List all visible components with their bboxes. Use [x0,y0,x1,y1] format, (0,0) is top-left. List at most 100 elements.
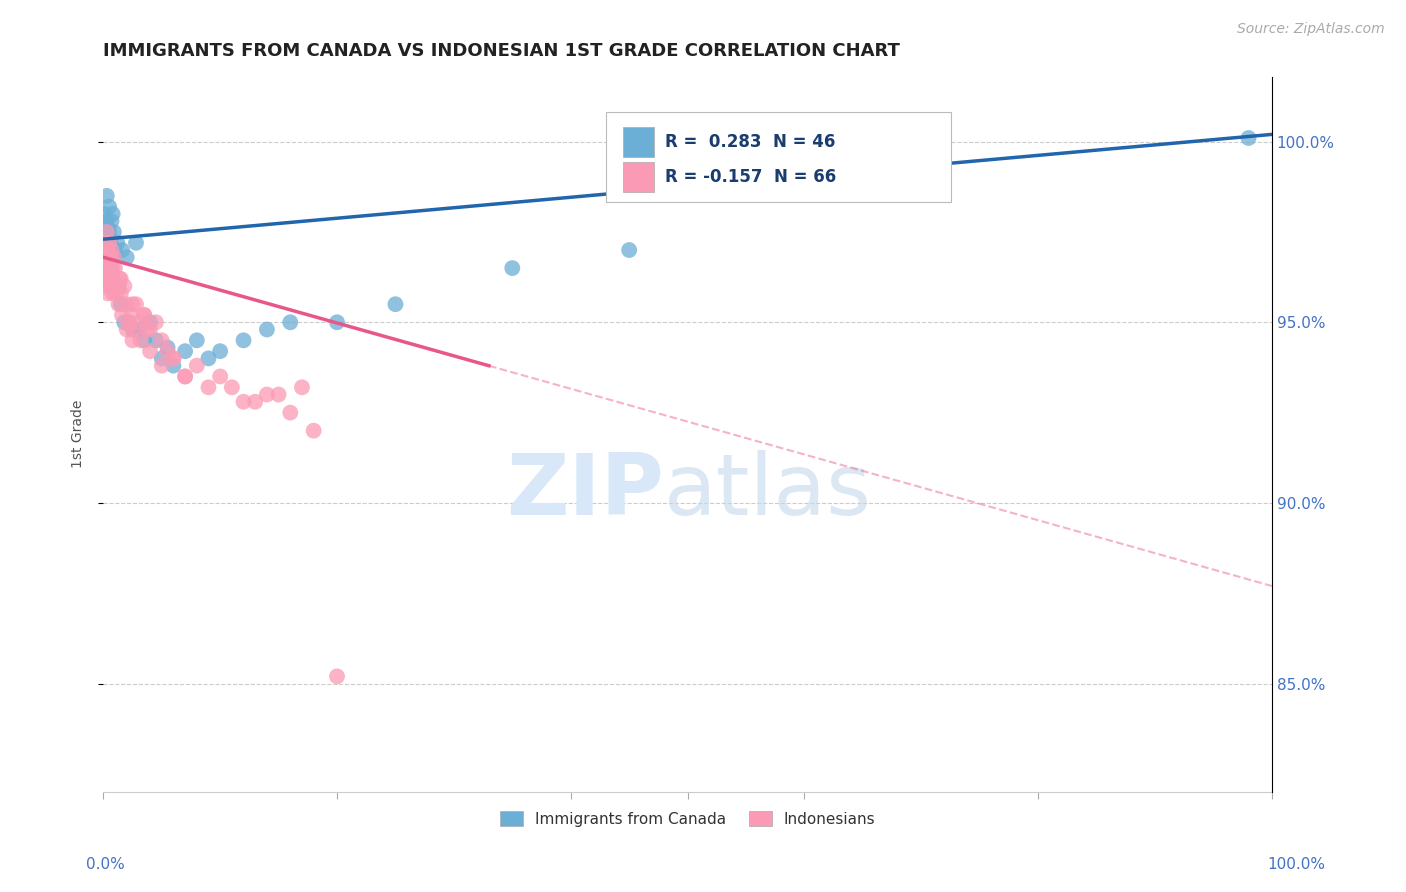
Point [197,380,219,394]
Point [186,359,208,373]
Point [96,214,118,228]
Point [221,380,243,394]
Point [267,387,290,401]
Point [186,334,208,348]
Point [134,334,156,348]
Point [125,297,148,311]
Point [1237,131,1260,145]
Text: 0.0%: 0.0% [86,857,125,872]
Point [98,261,121,276]
Point [98,235,121,250]
Text: R = -0.157  N = 66: R = -0.157 N = 66 [665,169,837,186]
Text: ZIP: ZIP [506,450,664,533]
Point [94,279,117,293]
Point [115,250,138,264]
FancyBboxPatch shape [623,162,654,193]
Point [110,272,132,286]
Point [98,225,121,239]
Point [93,250,115,264]
Point [150,359,173,373]
Point [134,308,156,322]
Point [617,243,640,257]
Point [94,235,117,250]
Point [112,279,135,293]
Point [120,308,142,322]
Point [139,344,162,359]
Point [118,315,141,329]
Point [139,322,162,336]
Point [111,308,134,322]
Point [103,250,125,264]
Legend: Immigrants from Canada, Indonesians: Immigrants from Canada, Indonesians [492,803,883,834]
Point [108,272,131,286]
Point [278,406,301,420]
Point [96,272,118,286]
Point [209,344,232,359]
Point [209,369,232,384]
Point [139,315,162,329]
Point [97,261,120,276]
Point [97,243,120,257]
Point [174,369,197,384]
Text: R =  0.283  N = 46: R = 0.283 N = 46 [665,133,835,151]
Point [256,322,278,336]
Point [98,200,121,214]
Point [93,207,115,221]
Point [105,286,128,301]
Point [104,279,127,293]
Point [278,315,301,329]
Point [107,279,129,293]
Point [104,243,127,257]
Point [145,315,167,329]
Point [232,394,254,409]
Point [245,394,267,409]
Point [121,322,143,336]
Point [125,235,148,250]
Point [156,344,179,359]
Point [101,207,124,221]
Point [127,322,149,336]
Point [97,243,120,257]
Point [93,235,115,250]
Point [103,225,125,239]
Point [162,359,184,373]
Point [326,315,349,329]
Point [302,424,325,438]
Point [150,351,173,366]
Text: 100.0%: 100.0% [1267,857,1326,872]
Point [150,334,173,348]
Point [145,334,167,348]
Point [111,243,134,257]
Point [105,279,128,293]
Point [98,250,121,264]
Point [98,250,121,264]
Point [98,272,121,286]
Point [94,243,117,257]
Point [291,380,314,394]
Point [384,297,406,311]
Point [105,235,128,250]
Point [197,351,219,366]
Point [101,250,124,264]
Text: atlas: atlas [664,450,872,533]
Point [156,341,179,355]
FancyBboxPatch shape [606,112,950,202]
Point [501,261,523,276]
Point [96,250,118,264]
Point [122,322,145,336]
Point [96,189,118,203]
Text: Source: ZipAtlas.com: Source: ZipAtlas.com [1237,22,1385,37]
Point [326,669,349,683]
Point [100,214,122,228]
Point [162,351,184,366]
Point [115,297,138,311]
Point [112,315,135,329]
Point [110,286,132,301]
Point [127,315,149,329]
Point [129,334,152,348]
Text: IMMIGRANTS FROM CANADA VS INDONESIAN 1ST GRADE CORRELATION CHART: IMMIGRANTS FROM CANADA VS INDONESIAN 1ST… [103,42,900,60]
Point [97,286,120,301]
Point [174,369,197,384]
Point [121,297,143,311]
Point [107,297,129,311]
